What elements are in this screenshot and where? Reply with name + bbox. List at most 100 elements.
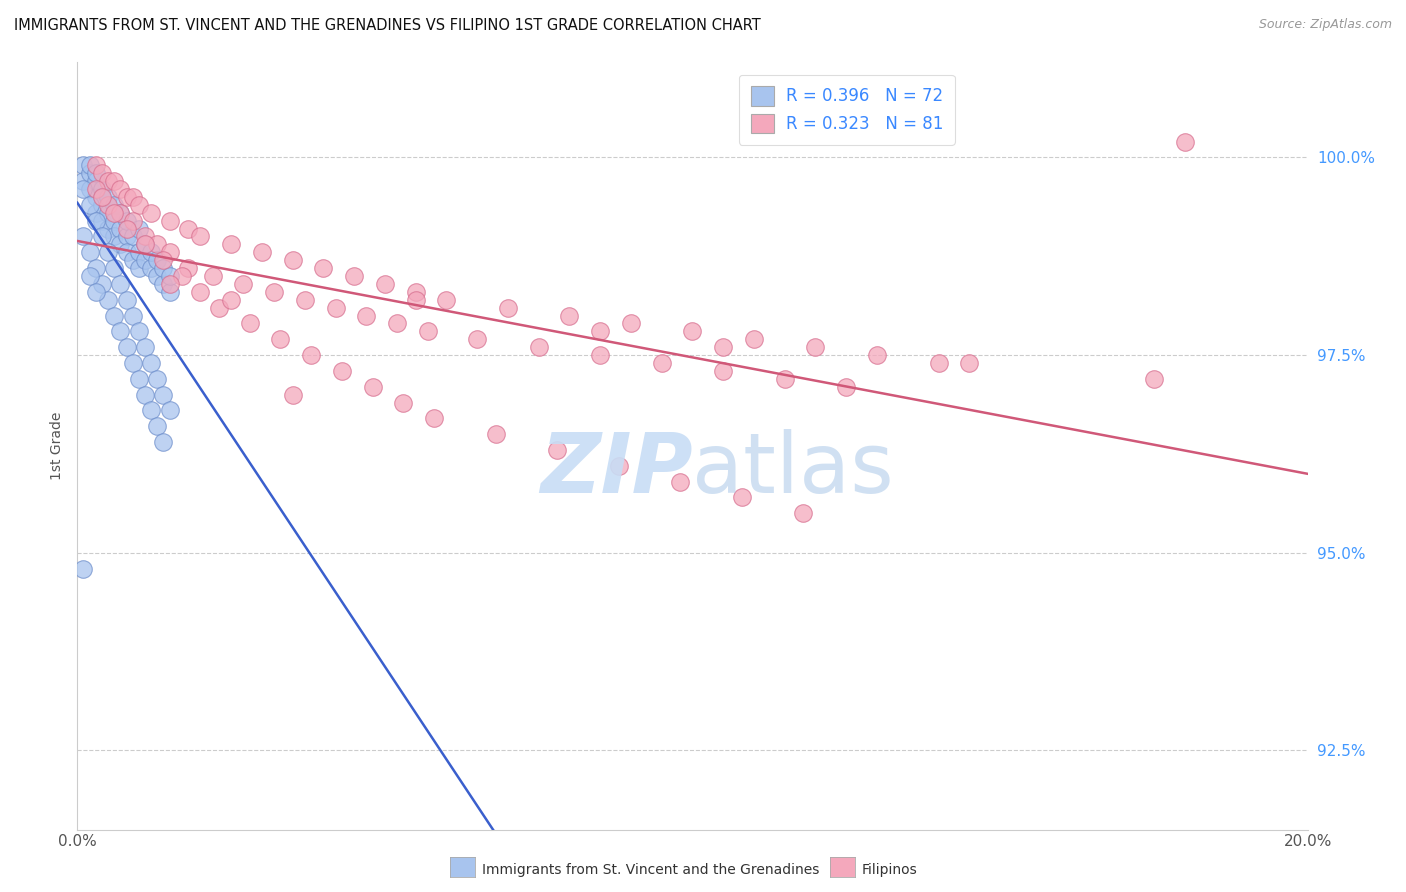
Point bbox=[103, 309, 125, 323]
Point bbox=[128, 261, 150, 276]
Point bbox=[121, 309, 143, 323]
Point bbox=[152, 261, 174, 276]
Point bbox=[792, 506, 814, 520]
Point bbox=[121, 229, 143, 244]
Point bbox=[72, 229, 94, 244]
Point bbox=[134, 229, 156, 244]
Point bbox=[115, 190, 138, 204]
Point bbox=[134, 237, 156, 252]
Point bbox=[84, 205, 107, 219]
Point bbox=[110, 182, 132, 196]
Point bbox=[146, 268, 169, 283]
Point bbox=[97, 174, 120, 188]
Point bbox=[121, 213, 143, 227]
Point bbox=[141, 205, 163, 219]
Point bbox=[110, 205, 132, 219]
Point bbox=[121, 253, 143, 268]
Point bbox=[239, 317, 262, 331]
Point bbox=[121, 356, 143, 370]
Point bbox=[72, 182, 94, 196]
Point bbox=[79, 198, 101, 212]
Point bbox=[343, 268, 366, 283]
Point bbox=[110, 205, 132, 219]
Point bbox=[527, 340, 550, 354]
Y-axis label: 1st Grade: 1st Grade bbox=[51, 412, 65, 480]
Point bbox=[97, 205, 120, 219]
Point bbox=[546, 442, 568, 457]
Point bbox=[79, 158, 101, 172]
Point bbox=[115, 229, 138, 244]
Text: atlas: atlas bbox=[693, 428, 894, 509]
Point bbox=[146, 372, 169, 386]
Point bbox=[356, 309, 378, 323]
Point bbox=[170, 268, 193, 283]
Point bbox=[152, 253, 174, 268]
Point bbox=[152, 387, 174, 401]
Point bbox=[146, 419, 169, 434]
Point bbox=[84, 174, 107, 188]
Point bbox=[208, 301, 231, 315]
Point bbox=[392, 395, 415, 409]
Point bbox=[146, 237, 169, 252]
Point bbox=[263, 285, 285, 299]
Point bbox=[269, 332, 291, 346]
Point bbox=[232, 277, 254, 291]
Point bbox=[804, 340, 827, 354]
Point bbox=[90, 190, 114, 204]
Point bbox=[90, 198, 114, 212]
Point bbox=[134, 253, 156, 268]
Point bbox=[188, 285, 212, 299]
Point bbox=[103, 198, 125, 212]
Point bbox=[90, 190, 114, 204]
Point bbox=[330, 364, 353, 378]
Point bbox=[496, 301, 519, 315]
Point bbox=[742, 332, 765, 346]
Point bbox=[711, 364, 734, 378]
Point bbox=[79, 245, 101, 260]
Point bbox=[84, 285, 107, 299]
Point bbox=[110, 277, 132, 291]
Point bbox=[485, 427, 508, 442]
Point bbox=[281, 253, 304, 268]
Point bbox=[90, 229, 114, 244]
Point bbox=[405, 285, 427, 299]
Point bbox=[97, 190, 120, 204]
Point bbox=[159, 268, 181, 283]
Point bbox=[79, 166, 101, 180]
Point bbox=[72, 158, 94, 172]
Point bbox=[250, 245, 273, 260]
Point bbox=[682, 324, 704, 338]
Point bbox=[141, 261, 163, 276]
Text: Immigrants from St. Vincent and the Grenadines: Immigrants from St. Vincent and the Gren… bbox=[482, 863, 820, 877]
Point bbox=[416, 324, 439, 338]
Point bbox=[731, 491, 754, 505]
Point bbox=[141, 245, 163, 260]
Point bbox=[79, 268, 101, 283]
Point bbox=[159, 213, 181, 227]
Point bbox=[159, 277, 181, 291]
Point bbox=[103, 213, 125, 227]
Point bbox=[90, 213, 114, 227]
Point bbox=[115, 221, 138, 235]
Point bbox=[128, 372, 150, 386]
Point bbox=[219, 237, 242, 252]
Point bbox=[589, 348, 612, 362]
Point bbox=[97, 198, 120, 212]
Point bbox=[294, 293, 316, 307]
Point bbox=[1143, 372, 1166, 386]
Point bbox=[97, 221, 120, 235]
Point bbox=[128, 198, 150, 212]
Point bbox=[405, 293, 427, 307]
Point bbox=[589, 324, 612, 338]
Point bbox=[152, 435, 174, 450]
Point bbox=[121, 190, 143, 204]
Point bbox=[84, 261, 107, 276]
Point bbox=[669, 475, 692, 489]
Text: IMMIGRANTS FROM ST. VINCENT AND THE GRENADINES VS FILIPINO 1ST GRADE CORRELATION: IMMIGRANTS FROM ST. VINCENT AND THE GREN… bbox=[14, 18, 761, 33]
Point bbox=[110, 324, 132, 338]
Point bbox=[325, 301, 347, 315]
Point bbox=[90, 182, 114, 196]
Point bbox=[141, 403, 163, 417]
Point bbox=[773, 372, 796, 386]
Point bbox=[90, 166, 114, 180]
